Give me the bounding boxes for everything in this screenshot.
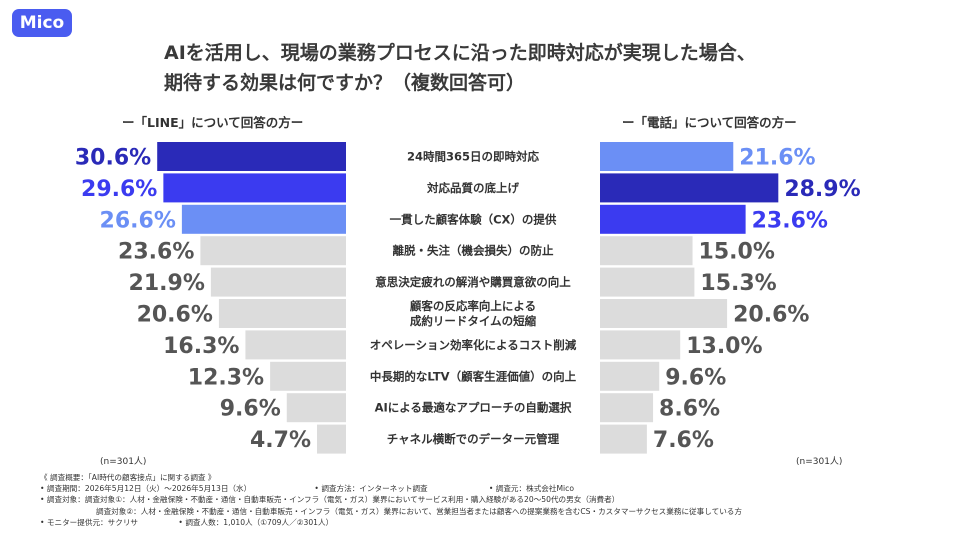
footer-target-2: 調査対象②：人材・金融保険・不動産・通信・自動車販売・インフラ（電気・ガス）業界… [96, 506, 742, 516]
left-sample-size: (n=301人) [100, 457, 147, 467]
phone-value-label-8: 9.6% [665, 365, 726, 390]
phone-value-label-2: 28.9% [784, 177, 860, 202]
phone-bar-3 [600, 204, 746, 234]
phone-value-label-10: 7.6% [653, 428, 714, 453]
line-value-label-6: 20.6% [137, 303, 213, 328]
phone-bar-8 [600, 361, 660, 391]
right-series-header: ー「電話」について回答の方ー [622, 115, 797, 130]
line-value-label-3: 26.6% [100, 208, 176, 233]
footer-monitor: • モニター提供元：サクリサ [40, 517, 139, 527]
line-value-label-5: 21.9% [129, 271, 205, 296]
line-value-label-8: 12.3% [188, 365, 264, 390]
category-label-10: チャネル横断でのデーター元管理 [387, 432, 560, 446]
category-label-8: 中長期的なLTV（顧客生涯価値）の向上 [370, 369, 577, 383]
brand-logo: Mico [12, 9, 72, 37]
line-bar-6 [218, 299, 346, 328]
category-label-1: 24時間365日の即時対応 [407, 150, 540, 164]
line-bar-4 [200, 236, 346, 266]
category-label-3: 一貫した顧客体験（CX）の提供 [390, 212, 557, 226]
category-label-6-line-2: 成約リードタイムの短縮 [410, 314, 537, 328]
line-value-label-9: 9.6% [220, 397, 281, 422]
footer-survey-title: 《 調査概要：「AI時代の顧客接点」に関する調査 》 [40, 473, 216, 482]
phone-bar-4 [600, 236, 693, 266]
footer-row-1: • 調査期間：2026年5月12日（火）〜2026年5月13日（水） • 調査方… [40, 483, 940, 494]
phone-bar-2 [600, 173, 779, 203]
category-label-4: 離脱・失注（機会損失）の防止 [393, 244, 554, 258]
phone-value-label-5: 15.3% [700, 271, 776, 296]
category-label-2: 対応品質の底上げ [426, 181, 519, 195]
line-bar-2 [163, 173, 346, 203]
category-label-6-line-1: 顧客の反応率向上による [410, 299, 536, 313]
category-label-7: オペレーション効率化によるコスト削減 [370, 338, 577, 352]
line-bar-10 [317, 424, 346, 454]
phone-bar-5 [600, 267, 695, 297]
phone-value-label-7: 13.0% [686, 334, 762, 359]
phone-bar-10 [600, 424, 647, 454]
title-line-1: AIを活用し、現場の業務プロセスに沿った即時対応が実現した場合、 [164, 42, 756, 64]
footer-count: • 調査人数：1,010人（①709人／②301人） [178, 517, 334, 527]
footer-period: • 調査期間：2026年5月12日（火）〜2026年5月13日（水） [40, 484, 252, 494]
footer-method: • 調査方法：インターネット調査 [314, 484, 428, 494]
footer-source: • 調査元：株式会社Mico [488, 484, 574, 494]
right-sample-size: (n=301人) [796, 457, 843, 467]
line-bar-1 [157, 142, 346, 171]
line-bar-5 [210, 267, 346, 297]
phone-bar-6 [600, 299, 728, 328]
category-label-9: AIによる最適なアプローチの自動選択 [375, 401, 572, 415]
phone-value-label-1: 21.6% [739, 146, 815, 171]
line-value-label-1: 30.6% [75, 146, 151, 171]
phone-value-label-6: 20.6% [733, 303, 809, 328]
phone-bar-9 [600, 393, 654, 423]
left-series-header: ー「LINE」について回答の方ー [122, 115, 304, 130]
survey-footer: 《 調査概要：「AI時代の顧客接点」に関する調査 》 • 調査期間：2026年5… [40, 472, 940, 528]
line-value-label-4: 23.6% [118, 240, 194, 265]
line-value-label-10: 4.7% [250, 428, 311, 453]
page-title: AIを活用し、現場の業務プロセスに沿った即時対応が実現した場合、 期待する効果は… [164, 38, 804, 98]
line-bar-8 [270, 361, 346, 391]
line-bar-3 [181, 204, 346, 234]
phone-value-label-4: 15.0% [699, 240, 775, 265]
line-bar-7 [245, 330, 346, 360]
category-label-5: 意思決定疲れの解消や購買意欲の向上 [375, 275, 571, 289]
footer-target-1: • 調査対象：調査対象①：人材・金融保険・不動産・通信・自動車販売・インフラ（電… [40, 495, 620, 505]
phone-bar-7 [600, 330, 681, 360]
phone-value-label-9: 8.6% [659, 397, 720, 422]
line-bar-9 [286, 393, 346, 423]
line-value-label-2: 29.6% [81, 177, 157, 202]
footer-row-4: • モニター提供元：サクリサ • 調査人数：1,010人（①709人／②301人… [40, 517, 940, 528]
title-line-2: 期待する効果は何ですか？（複数回答可） [164, 72, 526, 94]
phone-value-label-3: 23.6% [752, 208, 828, 233]
line-value-label-7: 16.3% [163, 334, 239, 359]
phone-bar-1 [600, 142, 734, 171]
